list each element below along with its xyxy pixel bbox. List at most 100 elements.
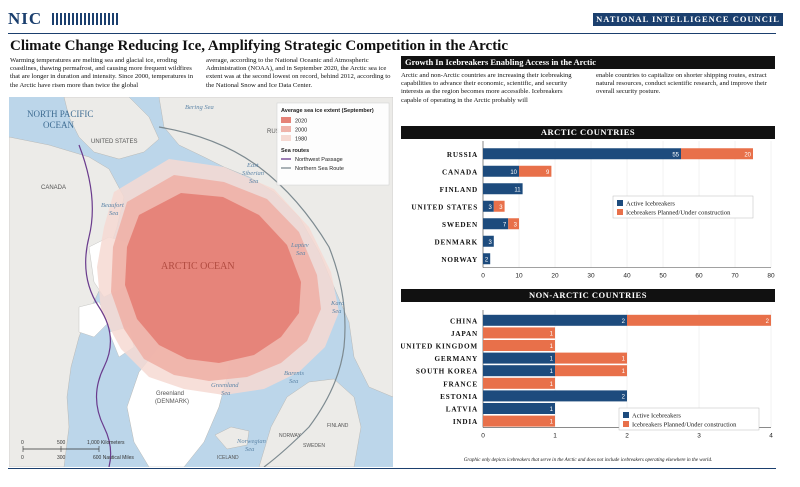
label-norway: NORWAY: [279, 433, 302, 439]
legend-label-1980: 1980: [295, 137, 307, 143]
tick-label-30: 30: [587, 273, 595, 280]
value-label-estonia-active-icebreakers: 2: [622, 394, 626, 400]
legend-active-icebreakers: Active Icebreakers: [626, 201, 675, 208]
arctic-map: NORTH PACIFIC OCEAN Bering Sea Beaufort …: [9, 97, 393, 467]
value-label-japan-icebreakers-planned-under-construction: 1: [550, 331, 554, 337]
bar-germany-icebreakers-planned-under-construction: [555, 352, 627, 364]
legend-icebreakers-planned-under-construction: Icebreakers Planned/Under construction: [632, 422, 737, 429]
legend-swatch-active-icebreakers: [623, 412, 629, 418]
intro-text-col2: average, according to the National Ocean…: [206, 57, 391, 89]
icebreakers-title: Growth In Icebreakers Enabling Access in…: [401, 56, 775, 69]
bar-norway-active-icebreakers: [483, 253, 491, 265]
bar-russia-icebreakers-planned-under-construction: [681, 148, 753, 160]
non-arctic-icebreaker-chart: CHINA 2 2 JAPAN 1 UNITED KINGDOM 1 GERMANY 1 1 SOU…: [401, 310, 773, 439]
label-east-siberian-3: Sea: [249, 178, 258, 185]
logo-stripes: [52, 13, 120, 25]
page-title: Climate Change Reducing Ice, Amplifying …: [10, 38, 509, 54]
bar-france-icebreakers-planned-under-construction: [483, 377, 555, 389]
value-label-sweden-active-icebreakers: 7: [503, 222, 507, 228]
category-label-norway: NORWAY: [441, 256, 478, 264]
legend-swatch-active-icebreakers: [617, 200, 623, 206]
legend-label-2000: 2000: [295, 128, 307, 134]
label-arctic-ocean: ARCTIC OCEAN: [161, 261, 235, 272]
legend-icebreakers-planned-under-construction: Icebreakers Planned/Under construction: [626, 210, 731, 217]
footnote: Graphic only depicts icebreakers that se…: [463, 458, 713, 463]
legend-swatch-1980: [281, 135, 291, 141]
value-label-china-icebreakers-planned-under-construction: 2: [766, 319, 770, 325]
chart-legend: Active Icebreakers Icebreakers Planned/Un…: [618, 407, 760, 431]
legend-box: [618, 407, 760, 431]
category-label-estonia: ESTONIA: [440, 393, 478, 401]
category-label-canada: CANADA: [442, 168, 478, 176]
scale-nm-600: 600 Nautical Miles: [93, 455, 134, 461]
icebreakers-text-col2: enable countries to capitalize on shorte…: [596, 72, 768, 96]
tick-label-40: 40: [623, 273, 631, 280]
category-label-denmark: DENMARK: [434, 238, 478, 246]
label-laptev-sea: Sea: [296, 250, 305, 257]
bar-china-icebreakers-planned-under-construction: [627, 314, 771, 326]
value-label-china-active-icebreakers: 2: [622, 319, 626, 325]
legend-box: [612, 195, 754, 219]
value-label-united-states-active-icebreakers: 3: [488, 205, 492, 211]
label-east-siberian-2: Siberian: [242, 170, 264, 177]
label-denmark: (DENMARK): [155, 399, 189, 405]
bar-china-active-icebreakers: [483, 314, 627, 326]
label-laptev: Laptev: [290, 242, 309, 249]
bar-denmark-active-icebreakers: [483, 235, 494, 247]
legend-swatch-2000: [281, 126, 291, 132]
value-label-india-icebreakers-planned-under-construction: 1: [550, 420, 554, 426]
tick-label-4: 4: [769, 432, 773, 439]
label-norwegian-sea: Sea: [245, 446, 254, 453]
label-bering-sea: Bering Sea: [185, 104, 214, 111]
category-label-latvia: LATVIA: [446, 406, 478, 414]
ice-extent-2020: [125, 193, 301, 363]
header-bar: NIC NATIONAL INTELLIGENCE COUNCIL: [8, 9, 783, 28]
intro-text-col1: Warming temperatures are melting sea and…: [10, 57, 194, 89]
category-label-united-states: UNITED STATES: [411, 203, 478, 211]
scale-nm-300: 300: [57, 455, 66, 461]
bar-latvia-active-icebreakers: [483, 403, 555, 414]
legend-route-northern-sea-route: Northern Sea Route: [295, 166, 344, 172]
tick-label-60: 60: [695, 273, 703, 280]
tick-label-1: 1: [553, 432, 557, 439]
value-label-latvia-active-icebreakers: 1: [550, 407, 554, 413]
bar-south-korea-active-icebreakers: [483, 365, 555, 377]
tick-label-20: 20: [551, 273, 559, 280]
label-north-pacific: NORTH PACIFIC: [27, 109, 93, 119]
label-north-pacific-ocean: OCEAN: [43, 120, 74, 130]
bar-united-kingdom-icebreakers-planned-under-construction: [483, 340, 555, 351]
nic-logo: NIC: [8, 9, 43, 28]
label-barents: Barents: [284, 370, 304, 377]
scale-km-0: 0: [21, 440, 24, 446]
category-label-france: FRANCE: [443, 380, 478, 388]
legend-label-2020: 2020: [295, 119, 307, 125]
category-label-germany: GERMANY: [434, 355, 478, 363]
bar-sweden-icebreakers-planned-under-construction: [508, 218, 519, 230]
value-label-norway-active-icebreakers: 2: [485, 257, 489, 263]
tick-label-0: 0: [481, 273, 485, 280]
value-label-sweden-icebreakers-planned-under-construction: 3: [514, 222, 518, 228]
value-label-south-korea-icebreakers-planned-under-construction: 1: [622, 369, 626, 375]
label-beaufort-sea: Sea: [109, 210, 118, 217]
legend-route-northwest-passage: Northwest Passage: [295, 157, 343, 163]
council-banner: NATIONAL INTELLIGENCE COUNCIL: [593, 13, 783, 26]
arctic-countries-header: ARCTIC COUNTRIES: [401, 126, 775, 139]
legend-active-icebreakers: Active Icebreakers: [632, 413, 681, 420]
tick-label-80: 80: [767, 273, 775, 280]
tick-label-0: 0: [481, 432, 485, 439]
legend-swatch-icebreakers-planned-under-construction: [617, 209, 623, 215]
label-finland: FINLAND: [327, 423, 349, 429]
category-label-finland: FINLAND: [440, 186, 478, 194]
bar-estonia-active-icebreakers: [483, 390, 627, 402]
legend-swatch-icebreakers-planned-under-construction: [623, 421, 629, 427]
bar-russia-active-icebreakers: [483, 148, 681, 160]
scale-km-500: 500: [57, 440, 66, 446]
bar-sweden-active-icebreakers: [483, 218, 509, 230]
label-united-states: UNITED STATES: [91, 139, 137, 145]
category-label-china: CHINA: [450, 317, 478, 325]
value-label-south-korea-active-icebreakers: 1: [550, 369, 554, 375]
northern-sea-route: [158, 126, 346, 467]
tick-label-3: 3: [697, 432, 701, 439]
bar-united-states-icebreakers-planned-under-construction: [493, 200, 505, 212]
